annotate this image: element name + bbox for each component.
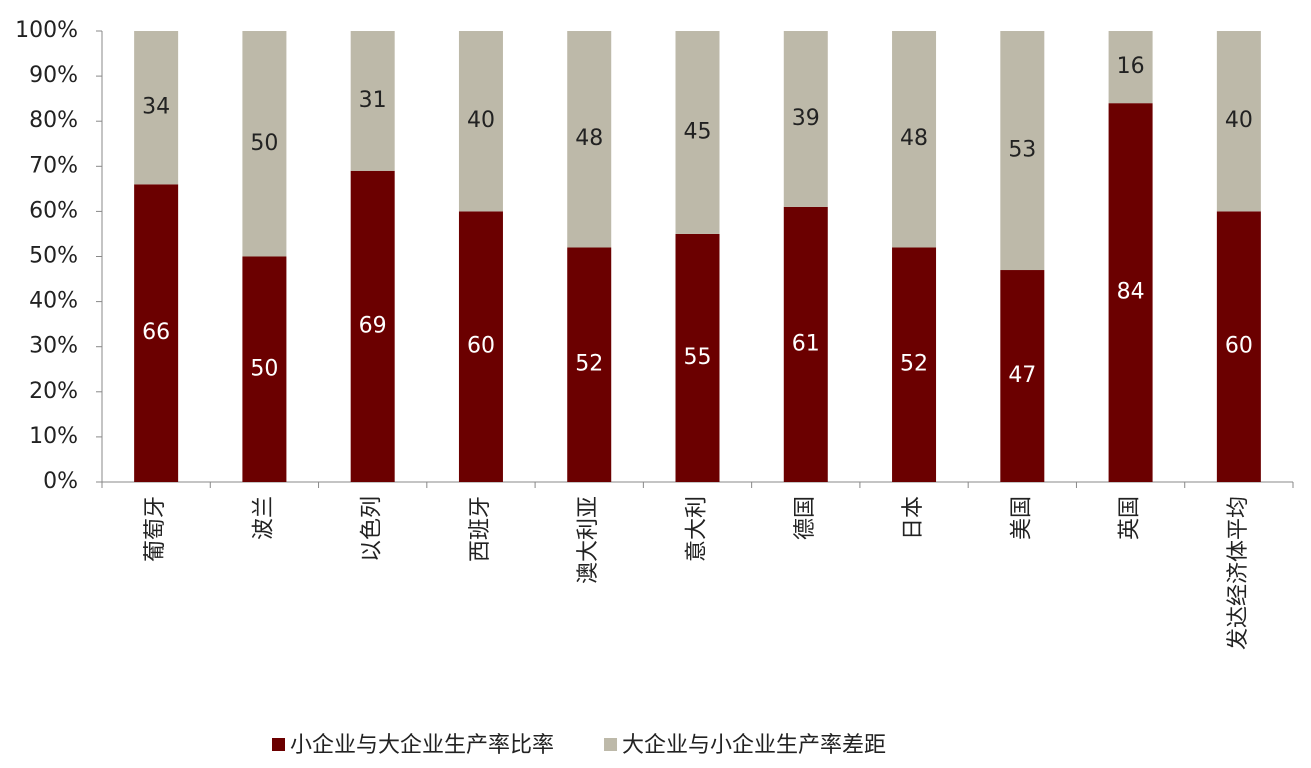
bar-segment	[892, 31, 937, 248]
y-tick-label: 10%	[29, 424, 78, 449]
legend-label: 大企业与小企业生产率差距	[622, 733, 886, 758]
bar-segment	[242, 256, 287, 482]
data-label: 84	[1117, 280, 1145, 305]
data-label: 48	[900, 126, 928, 151]
data-label: 52	[900, 352, 928, 377]
y-tick-label: 90%	[29, 63, 78, 88]
bar-segment	[1000, 270, 1045, 482]
x-tick-label: 发达经济体平均	[1226, 496, 1251, 650]
data-label: 47	[1008, 363, 1036, 388]
data-label: 16	[1117, 54, 1145, 79]
x-tick-label: 西班牙	[468, 496, 493, 562]
bar-segment	[783, 31, 828, 207]
y-tick-label: 0%	[43, 469, 78, 494]
data-label: 31	[359, 88, 387, 113]
bar-segment	[1000, 31, 1045, 271]
data-label: 40	[1225, 108, 1253, 133]
bar-segment	[675, 31, 720, 234]
y-tick-label: 50%	[29, 244, 78, 269]
y-tick-label: 40%	[29, 289, 78, 314]
bar-segment	[458, 211, 503, 482]
data-label: 60	[1225, 334, 1253, 359]
data-label: 66	[142, 320, 170, 345]
bar-segment	[134, 31, 179, 185]
data-label: 50	[250, 356, 278, 381]
x-tick-label: 以色列	[360, 496, 385, 562]
bar-segment	[1108, 31, 1153, 104]
legend-label: 小企业与大企业生产率比率	[290, 733, 554, 758]
data-label: 45	[684, 119, 712, 144]
x-tick-label: 日本	[901, 496, 926, 540]
bar-segment	[567, 247, 612, 482]
data-label: 60	[467, 334, 495, 359]
bar-segment	[350, 31, 395, 171]
bar-segment	[675, 233, 720, 482]
x-tick-label: 德国	[793, 496, 818, 540]
bar-segment	[1216, 31, 1261, 212]
legend-swatch	[604, 738, 618, 751]
data-label: 53	[1008, 138, 1036, 163]
bar-segment	[892, 247, 937, 482]
x-tick-label: 波兰	[251, 496, 276, 540]
x-tick-label: 美国	[1009, 496, 1034, 540]
data-label: 55	[684, 345, 712, 370]
data-label: 39	[792, 106, 820, 131]
bar-segment	[783, 206, 828, 482]
y-tick-label: 30%	[29, 334, 78, 359]
data-label: 61	[792, 331, 820, 356]
data-label: 69	[359, 313, 387, 338]
y-tick-label: 60%	[29, 198, 78, 223]
data-label: 34	[142, 95, 170, 120]
data-label: 40	[467, 108, 495, 133]
y-tick-label: 70%	[29, 153, 78, 178]
bar-segment	[242, 31, 287, 257]
data-label: 48	[575, 126, 603, 151]
bar-segment	[1108, 103, 1153, 482]
legend-swatch	[272, 738, 285, 751]
x-tick-label: 英国	[1118, 496, 1143, 540]
y-tick-label: 80%	[29, 108, 78, 133]
y-tick-label: 100%	[15, 18, 78, 43]
bar-segment	[134, 184, 179, 482]
x-tick-label: 意大利	[685, 496, 710, 562]
x-tick-label: 葡萄牙	[143, 496, 168, 562]
bar-segment	[567, 31, 612, 248]
bar-segment	[458, 31, 503, 212]
y-tick-label: 20%	[29, 379, 78, 404]
x-tick-label: 澳大利亚	[576, 496, 601, 584]
bar-segment	[1216, 211, 1261, 482]
data-label: 52	[575, 352, 603, 377]
data-label: 50	[250, 131, 278, 156]
bar-segment	[350, 170, 395, 482]
